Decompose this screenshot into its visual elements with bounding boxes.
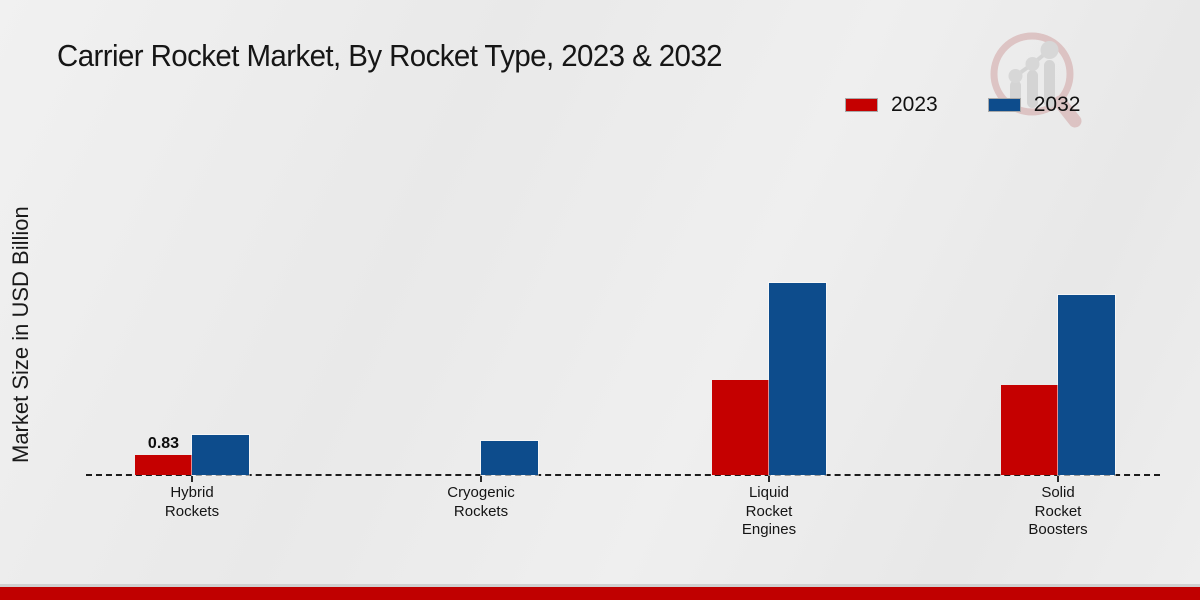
footer-accent-bar [0, 587, 1200, 600]
bar-2032-cryogenic-rockets [480, 440, 539, 476]
bar-2023-solid-rocket-boosters [1001, 385, 1058, 475]
bar-2032-solid-rocket-boosters [1057, 294, 1116, 476]
chart-title: Carrier Rocket Market, By Rocket Type, 2… [57, 38, 723, 73]
bar-2032-liquid-rocket-engines [768, 282, 827, 476]
bar-group-liquid-rocket-engines [712, 255, 827, 476]
bar-2032-hybrid-rockets [191, 434, 250, 476]
legend-label-2032: 2032 [1033, 93, 1081, 116]
legend-swatch-2023 [845, 97, 878, 112]
x-axis-tick [480, 476, 482, 482]
legend-label-2023: 2023 [891, 93, 938, 116]
x-axis-tick [1057, 476, 1059, 482]
bar-group-cryogenic-rockets [424, 255, 539, 476]
footer-divider [0, 584, 1200, 587]
bar-group-hybrid-rockets: 0.83 [135, 255, 250, 476]
bar-value-label: 0.83 [147, 435, 180, 452]
legend-item-2032: 2032 [987, 93, 1081, 116]
x-axis-tick [191, 476, 193, 482]
legend-item-2023: 2023 [845, 94, 938, 115]
legend: 2023 2032 [845, 94, 1080, 115]
category-label-cryogenic-rockets: Cryogenic Rockets [447, 484, 515, 520]
x-axis-tick [768, 476, 770, 482]
category-label-hybrid-rockets: Hybrid Rockets [164, 484, 220, 520]
bar-2023-liquid-rocket-engines [712, 380, 769, 475]
category-label-liquid-rocket-engines: Liquid Rocket Engines [741, 484, 797, 538]
x-axis-baseline [86, 474, 1160, 476]
legend-swatch-2032 [987, 97, 1021, 112]
bar-group-solid-rocket-boosters [1001, 255, 1116, 476]
bar-2023-hybrid-rockets: 0.83 [135, 435, 192, 475]
category-label-solid-rocket-boosters: Solid Rocket Boosters [1028, 484, 1088, 538]
